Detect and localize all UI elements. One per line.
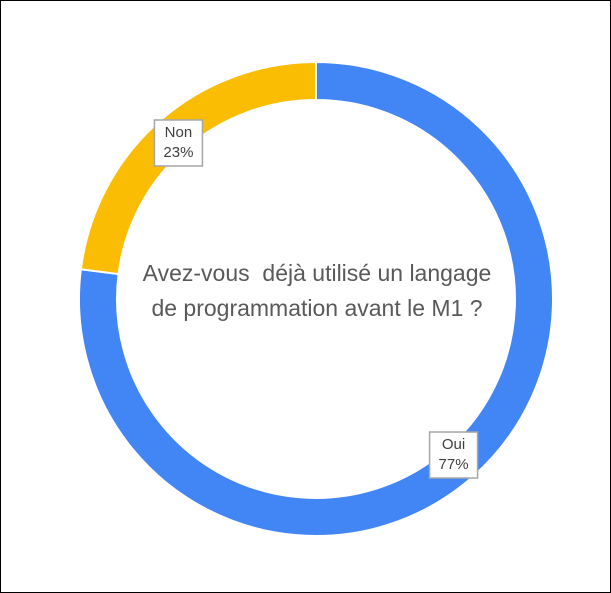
value-label: 23%	[163, 144, 193, 161]
label-box	[428, 431, 479, 479]
donut-segment	[79, 60, 317, 276]
value-label: 77%	[439, 456, 469, 473]
label-box	[153, 119, 204, 167]
category-label: Oui	[442, 436, 465, 453]
category-label: Non	[165, 124, 193, 141]
donut-segment	[78, 60, 554, 537]
chart-title: Avez-vous déjà utilisé un langage de pro…	[142, 260, 498, 321]
